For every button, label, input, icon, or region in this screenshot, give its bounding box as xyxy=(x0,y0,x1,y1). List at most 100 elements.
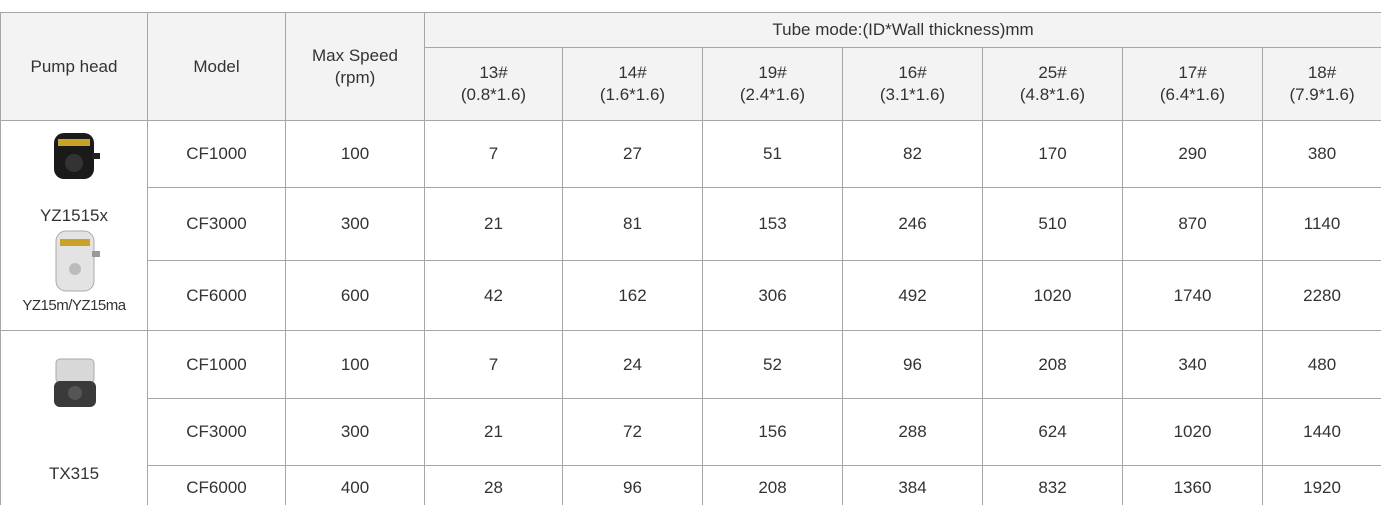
flow-cell: 1920 xyxy=(1263,466,1381,505)
pump-head-cell: TX315 xyxy=(1,331,148,505)
flow-cell: 290 xyxy=(1123,121,1263,188)
flow-cell: 28 xyxy=(425,466,563,505)
pump-image xyxy=(44,129,104,185)
flow-cell: 624 xyxy=(983,399,1123,466)
speed-cell: 300 xyxy=(286,188,425,261)
pump-head-name: YZ1515x xyxy=(1,205,147,227)
flow-cell: 96 xyxy=(563,466,703,505)
flow-cell: 7 xyxy=(425,121,563,188)
pump-icon xyxy=(1,355,147,417)
flow-cell: 21 xyxy=(425,188,563,261)
flow-cell: 832 xyxy=(983,466,1123,505)
flow-cell: 1440 xyxy=(1263,399,1381,466)
header-cell: Max Speed(rpm) xyxy=(286,13,425,121)
flow-cell: 288 xyxy=(843,399,983,466)
header-text: 19# xyxy=(703,62,842,84)
model-cell: CF1000 xyxy=(148,331,286,399)
header-cell: 17#(6.4*1.6) xyxy=(1123,48,1263,121)
flow-cell: 306 xyxy=(703,261,843,331)
speed-cell: 600 xyxy=(286,261,425,331)
header-cell: 25#(4.8*1.6) xyxy=(983,48,1123,121)
header-text: (1.6*1.6) xyxy=(563,84,702,106)
pump-head-name: TX315 xyxy=(1,463,147,485)
header-cell: 13#(0.8*1.6) xyxy=(425,48,563,121)
flow-cell: 52 xyxy=(703,331,843,399)
header-text: 16# xyxy=(843,62,982,84)
flow-cell: 2280 xyxy=(1263,261,1381,331)
pump-head-name: YZ15m/YZ15ma xyxy=(1,295,147,317)
flow-cell: 21 xyxy=(425,399,563,466)
flow-cell: 153 xyxy=(703,188,843,261)
header-text: (6.4*1.6) xyxy=(1123,84,1262,106)
header-cell: 16#(3.1*1.6) xyxy=(843,48,983,121)
speed-cell: 400 xyxy=(286,466,425,505)
header-cell: 14#(1.6*1.6) xyxy=(563,48,703,121)
flow-cell: 51 xyxy=(703,121,843,188)
header-cell: Pump head xyxy=(1,13,148,121)
speed-cell: 300 xyxy=(286,399,425,466)
flow-cell: 24 xyxy=(563,331,703,399)
pump-image xyxy=(44,355,104,411)
header-text: (4.8*1.6) xyxy=(983,84,1122,106)
flow-cell: 208 xyxy=(983,331,1123,399)
header-text: (0.8*1.6) xyxy=(425,84,562,106)
flow-cell: 1740 xyxy=(1123,261,1263,331)
model-cell: CF6000 xyxy=(148,466,286,505)
header-text: (2.4*1.6) xyxy=(703,84,842,106)
flow-cell: 1020 xyxy=(983,261,1123,331)
flow-cell: 7 xyxy=(425,331,563,399)
model-cell: CF1000 xyxy=(148,121,286,188)
page: Pump headModelMax Speed(rpm)Tube mode:(I… xyxy=(0,0,1381,505)
model-cell: CF6000 xyxy=(148,261,286,331)
header-text: (rpm) xyxy=(286,67,424,89)
header-text: Max Speed xyxy=(286,45,424,67)
header-text: 17# xyxy=(1123,62,1262,84)
flow-cell: 81 xyxy=(563,188,703,261)
pump-head-cell: YZ1515x YZ15m/YZ15ma xyxy=(1,121,148,331)
model-cell: CF3000 xyxy=(148,188,286,261)
flow-cell: 246 xyxy=(843,188,983,261)
header-text: (7.9*1.6) xyxy=(1263,84,1381,106)
flow-cell: 1360 xyxy=(1123,466,1263,505)
header-cell: 18#(7.9*1.6) xyxy=(1263,48,1381,121)
pump-icon xyxy=(1,129,147,191)
flow-cell: 82 xyxy=(843,121,983,188)
model-cell: CF3000 xyxy=(148,399,286,466)
flow-cell: 340 xyxy=(1123,331,1263,399)
header-text: 13# xyxy=(425,62,562,84)
flow-cell: 170 xyxy=(983,121,1123,188)
pump-image xyxy=(44,227,104,297)
header-text: 18# xyxy=(1263,62,1381,84)
flow-cell: 208 xyxy=(703,466,843,505)
flow-cell: 72 xyxy=(563,399,703,466)
flow-cell: 510 xyxy=(983,188,1123,261)
flow-cell: 384 xyxy=(843,466,983,505)
flow-cell: 156 xyxy=(703,399,843,466)
flow-cell: 1020 xyxy=(1123,399,1263,466)
header-text: 25# xyxy=(983,62,1122,84)
flow-cell: 27 xyxy=(563,121,703,188)
speed-cell: 100 xyxy=(286,331,425,399)
header-text: 14# xyxy=(563,62,702,84)
flow-cell: 870 xyxy=(1123,188,1263,261)
flow-cell: 162 xyxy=(563,261,703,331)
speed-cell: 100 xyxy=(286,121,425,188)
flow-cell: 42 xyxy=(425,261,563,331)
header-cell: Tube mode:(ID*Wall thickness)mm xyxy=(425,13,1381,48)
header-cell: Model xyxy=(148,13,286,121)
header-text: (3.1*1.6) xyxy=(843,84,982,106)
flow-cell: 1140 xyxy=(1263,188,1381,261)
header-cell: 19#(2.4*1.6) xyxy=(703,48,843,121)
pump-icon xyxy=(1,227,147,303)
flow-cell: 96 xyxy=(843,331,983,399)
